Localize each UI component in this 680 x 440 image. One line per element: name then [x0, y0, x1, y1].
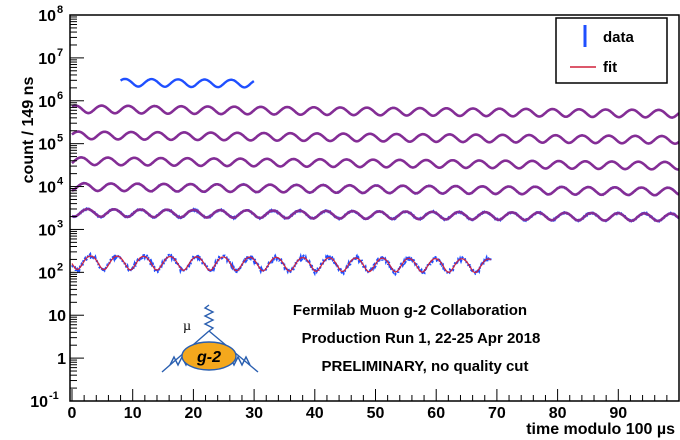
g-2-logo: µ g-2 [161, 304, 259, 373]
x-axis: 0 10 20 30 40 50 60 70 80 90 [68, 389, 680, 422]
logo-right-spring [229, 355, 251, 367]
plot-frame [69, 14, 680, 402]
y-tick-label: 10 [38, 51, 56, 68]
y-tick-exponent: 6 [57, 90, 63, 102]
logo-label: g-2 [196, 349, 221, 366]
y-tick-label: 10 [38, 137, 56, 154]
y-tick-exponent: 4 [57, 176, 64, 188]
logo-oval [181, 341, 237, 371]
y-tick-exponent: -1 [49, 390, 59, 402]
fit-series-segment [71, 255, 492, 274]
legend-label-fit: fit [603, 59, 617, 76]
y-tick-exponent: 2 [57, 261, 63, 273]
data-series-segment [119, 77, 255, 89]
annotation-run: Production Run 1, 22-25 Apr 2018 [302, 330, 541, 347]
y-tick-label: 10 [30, 394, 48, 411]
y-tick-label: 10 [38, 180, 56, 197]
x-tick-label: 0 [68, 405, 77, 422]
y-tick-label: 10 [38, 94, 56, 111]
fit-series-segment [71, 104, 680, 119]
fit-series-segment [71, 182, 680, 197]
fit-series-segment [71, 207, 680, 223]
y-tick-label: 10 [38, 265, 56, 282]
y-tick-label: 1 [57, 351, 66, 368]
wiggle-plot-series [71, 77, 680, 277]
y-tick-exponent: 7 [57, 47, 63, 59]
x-tick-label: 80 [549, 405, 567, 422]
y-tick-label: 10 [48, 308, 66, 325]
annotation-collaboration: Fermilab Muon g-2 Collaboration [293, 302, 527, 319]
x-tick-label: 50 [367, 405, 385, 422]
y-tick-exponent: 8 [57, 4, 63, 16]
y-tick-label: 10 [38, 8, 56, 25]
x-axis-title-text: time modulo 100 µs [526, 421, 675, 438]
x-tick-label: 10 [124, 405, 142, 422]
x-tick-label: 70 [488, 405, 506, 422]
x-axis-title: time modulo 100 µs [526, 421, 675, 438]
x-tick-label: 30 [245, 405, 263, 422]
x-tick-label: 90 [609, 405, 627, 422]
legend-label-data: data [603, 29, 635, 46]
y-tick-label: 10 [38, 222, 56, 239]
y-axis-title: count / 149 ns [20, 77, 37, 184]
fit-series-segment [71, 130, 680, 146]
logo-mu-label: µ [183, 319, 191, 334]
x-tick-label: 60 [427, 405, 445, 422]
legend-box [555, 17, 668, 84]
x-tick-label: 20 [185, 405, 203, 422]
fit-series-segment [71, 156, 679, 171]
y-tick-exponent: 5 [57, 133, 63, 145]
x-tick-label: 40 [306, 405, 324, 422]
annotation-preliminary: PRELIMINARY, no quality cut [322, 358, 529, 375]
logo-vertex-spring [203, 304, 215, 332]
y-tick-exponent: 3 [57, 218, 63, 230]
legend: data fit [555, 17, 668, 84]
